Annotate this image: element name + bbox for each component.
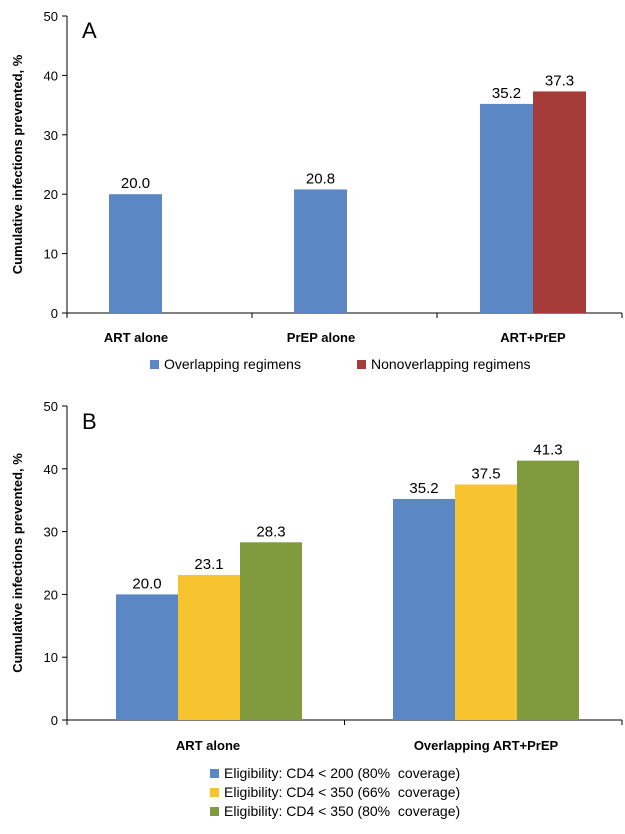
- y-axis-label: Cumulative infections prevented, %: [10, 453, 25, 673]
- bar-value-label: 20.0: [132, 575, 161, 592]
- chart-panel-b: 0 10 20 30 40 50 Cumulative infections prevent…: [10, 399, 623, 819]
- y-tick-label: 40: [44, 68, 58, 83]
- bar: [393, 498, 455, 720]
- legend-label: Overlapping regimens: [164, 356, 301, 372]
- y-tick-label: 40: [44, 462, 58, 477]
- legend-swatch: [210, 807, 219, 816]
- y-tick-label: 30: [44, 128, 58, 143]
- bar-value-label: 35.2: [409, 480, 438, 497]
- bar-value-label: 20.8: [306, 170, 335, 187]
- legend-swatch: [357, 360, 366, 369]
- bar: [178, 574, 240, 720]
- bar-value-label: 20.0: [121, 175, 150, 192]
- y-tick-label: 10: [44, 650, 58, 665]
- x-category-label: Overlapping ART+PrEP: [414, 738, 559, 753]
- panel-label: B: [82, 409, 97, 434]
- bar: [455, 484, 517, 720]
- chart-panel-a: 0 10 20 30 40 50 Cumulative infections prevent…: [10, 9, 623, 372]
- y-tick-label: 30: [44, 525, 58, 540]
- bar-value-label: 41.3: [533, 442, 562, 459]
- bar: [480, 103, 533, 313]
- bar: [517, 460, 579, 720]
- y-tick-label: 20: [44, 187, 58, 202]
- legend-swatch: [210, 769, 219, 778]
- bar-value-label: 35.2: [492, 85, 521, 102]
- y-tick-label: 50: [44, 399, 58, 414]
- bar-value-label: 37.5: [471, 466, 500, 483]
- x-category-label: PrEP alone: [287, 330, 355, 345]
- legend-swatch: [210, 788, 219, 797]
- x-category-label: ART+PrEP: [500, 330, 566, 345]
- legend-label: Nonoverlapping regimens: [371, 356, 531, 372]
- legend-label: Eligibility: CD4 < 350 (80% coverage): [224, 803, 460, 819]
- bar: [116, 594, 178, 720]
- legend-swatch: [150, 360, 159, 369]
- y-tick-label: 50: [44, 9, 58, 24]
- y-tick-label: 20: [44, 587, 58, 602]
- y-tick-label: 0: [51, 306, 58, 321]
- legend-label: Eligibility: CD4 < 200 (80% coverage): [224, 765, 460, 781]
- bar: [533, 91, 586, 313]
- bar: [294, 189, 347, 313]
- bar: [109, 194, 162, 313]
- x-category-label: ART alone: [176, 738, 240, 753]
- y-tick-label: 10: [44, 247, 58, 262]
- y-tick-label: 0: [51, 713, 58, 728]
- legend-label: Eligibility: CD4 < 350 (66% coverage): [224, 784, 460, 800]
- x-category-label: ART alone: [104, 330, 168, 345]
- y-axis-label: Cumulative infections prevented, %: [10, 54, 25, 274]
- panel-label: A: [82, 18, 97, 43]
- bar-value-label: 28.3: [256, 523, 285, 540]
- bar-value-label: 23.1: [194, 556, 223, 573]
- bar-value-label: 37.3: [545, 72, 574, 89]
- bar: [240, 542, 302, 720]
